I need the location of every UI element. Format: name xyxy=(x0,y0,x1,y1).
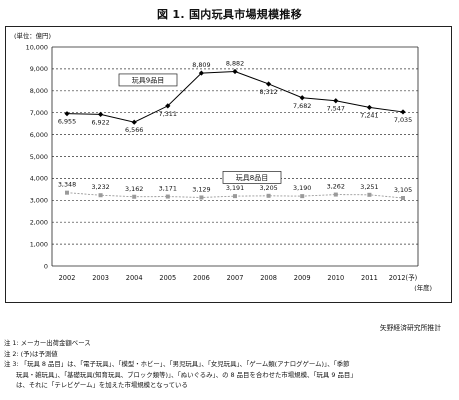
data-label: 7,682 xyxy=(293,102,311,110)
data-label: 3,162 xyxy=(125,185,143,193)
data-label: 6,955 xyxy=(58,118,76,126)
data-point-square xyxy=(98,193,103,198)
series-name-label: 玩具9品目 xyxy=(132,77,164,85)
data-point-square xyxy=(65,190,69,195)
data-point-diamond xyxy=(400,109,406,115)
data-label: 8,312 xyxy=(259,88,277,96)
y-axis-unit-label: (単位：億円) xyxy=(14,31,51,40)
data-point-diamond xyxy=(299,95,305,101)
data-point-square xyxy=(367,192,372,197)
data-point-square xyxy=(300,194,305,199)
series-line-toys-9 xyxy=(66,70,404,123)
x-tick-label: 2006 xyxy=(193,274,210,282)
data-label: 3,251 xyxy=(360,183,378,191)
x-tick-label: 2009 xyxy=(294,274,311,282)
y-tick-label: 5,000 xyxy=(30,153,48,161)
y-tick-label: 6,000 xyxy=(30,131,48,139)
y-tick-label: 9,000 xyxy=(30,65,48,73)
data-label: 3,171 xyxy=(159,185,177,193)
data-point-square xyxy=(199,195,204,200)
data-label: 3,129 xyxy=(192,185,210,193)
data-label: 6,566 xyxy=(125,126,143,134)
data-label: 6,922 xyxy=(91,118,109,126)
source-credit: 矢野経済研究所推計 xyxy=(379,324,441,332)
data-label: 3,348 xyxy=(58,181,76,189)
data-point-diamond xyxy=(232,68,238,75)
data-label: 8,809 xyxy=(192,61,210,69)
data-label: 7,547 xyxy=(327,105,345,113)
chart-title: 図 1. 国内玩具市場規模推移 xyxy=(157,8,302,21)
series-label-box xyxy=(118,73,178,87)
y-tick-label: 7,000 xyxy=(30,109,48,117)
y-tick-label: 10,000 xyxy=(26,43,48,51)
data-point-diamond xyxy=(98,111,104,118)
series-label-box xyxy=(222,171,282,184)
note-2: 注 2: (予)は予測値 xyxy=(4,349,58,358)
series-name-label: 玩具8品目 xyxy=(236,174,268,182)
data-point-diamond xyxy=(131,119,137,125)
chart-frame xyxy=(5,26,452,303)
note-3-cont-1: 玩具・雑玩具」、「基礎玩具(知育玩具、ブロック類等)」、「ぬいぐるみ」、の 8 … xyxy=(16,370,357,379)
data-point-square xyxy=(233,194,237,199)
x-tick-label: 2010 xyxy=(327,274,344,282)
y-tick-label: 2,000 xyxy=(30,219,48,227)
chart-notes: 注 1: メーカー出荷金額ベース 注 2: (予)は予測値 注 3: 「玩具 8… xyxy=(4,338,454,391)
data-label: 3,232 xyxy=(91,183,109,191)
data-label: 3,190 xyxy=(293,184,311,192)
data-point-diamond xyxy=(266,81,272,87)
y-tick-label: 0 xyxy=(44,262,48,270)
data-point-diamond xyxy=(64,111,70,117)
x-tick-label: 2005 xyxy=(159,274,176,282)
note-3-cont-2: は、それに「テレビゲーム」を加えた市場規模となっている xyxy=(16,381,188,389)
x-axis-label: (年度) xyxy=(414,283,432,292)
data-point-square xyxy=(132,194,137,199)
data-label: 7,035 xyxy=(394,116,412,124)
x-tick-label: 2004 xyxy=(126,274,143,282)
data-label: 3,262 xyxy=(327,183,345,191)
data-label: 7,241 xyxy=(360,111,378,119)
data-label: 3,205 xyxy=(259,184,277,192)
x-tick-label: 2012(予) xyxy=(389,274,418,282)
y-tick-label: 3,000 xyxy=(30,197,48,205)
x-tick-label: 2002 xyxy=(59,274,76,282)
note-3: 注 3: 「玩具 8 品目」は、「電子玩具」、「模型・ホビー」、「男児玩具」、「… xyxy=(4,360,350,368)
x-tick-label: 2003 xyxy=(92,274,109,282)
data-label: 3,191 xyxy=(226,184,244,192)
data-point-square xyxy=(401,196,405,201)
data-label: 7,311 xyxy=(159,110,177,118)
x-tick-label: 2007 xyxy=(227,274,244,282)
data-point-diamond xyxy=(198,70,204,76)
data-label: 8,882 xyxy=(226,59,244,67)
data-point-square xyxy=(165,194,170,199)
note-1: 注 1: メーカー出荷金額ベース xyxy=(4,339,91,347)
data-label: 3,105 xyxy=(394,186,412,194)
data-point-square xyxy=(333,192,338,197)
x-tick-label: 2011 xyxy=(361,274,378,282)
x-tick-label: 2008 xyxy=(260,274,277,282)
data-point-diamond xyxy=(366,104,372,111)
data-point-diamond xyxy=(333,98,339,104)
y-tick-label: 1,000 xyxy=(30,240,48,248)
y-tick-label: 8,000 xyxy=(30,87,48,95)
data-point-square xyxy=(266,193,271,198)
y-tick-label: 4,000 xyxy=(30,175,48,183)
data-point-diamond xyxy=(165,103,171,109)
